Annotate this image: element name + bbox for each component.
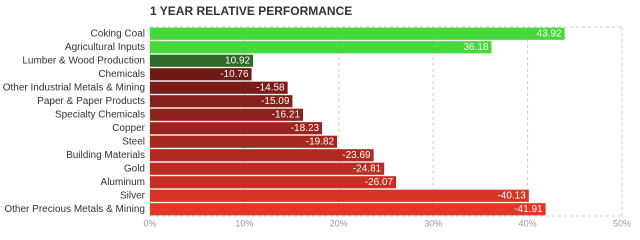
value-label: 10.92: [225, 55, 250, 66]
value-label: -40.13: [497, 190, 526, 201]
bar: [150, 122, 323, 135]
category-label: Other Industrial Metals & Mining: [3, 82, 145, 93]
bar: [150, 203, 546, 216]
category-label: Chemicals: [98, 69, 145, 80]
value-label: -10.76: [220, 69, 249, 80]
bar: [150, 54, 254, 67]
category-label: Lumber & Wood Production: [22, 55, 145, 66]
bar: [150, 68, 252, 81]
bar: [150, 27, 565, 40]
value-label: -16.21: [272, 109, 301, 120]
bar: [150, 81, 288, 94]
value-label: -23.69: [342, 150, 371, 161]
value-label: -41.91: [514, 204, 543, 215]
bar: [150, 135, 338, 148]
bar: [150, 162, 385, 175]
value-label: -24.81: [353, 163, 382, 174]
value-label: -14.58: [256, 82, 285, 93]
value-label: -26.07: [365, 177, 394, 188]
value-label: 36.18: [464, 42, 489, 53]
category-label: Building Materials: [66, 150, 145, 161]
x-tick-label: 0%: [143, 218, 156, 228]
category-label: Paper & Paper Products: [37, 96, 145, 107]
category-label: Silver: [120, 190, 146, 201]
x-tick-label: 20%: [330, 218, 348, 228]
x-tick-label: 10%: [235, 218, 253, 228]
chart-title: 1 YEAR RELATIVE PERFORMANCE: [150, 4, 352, 18]
value-label: 43.92: [537, 28, 562, 39]
category-label: Gold: [124, 163, 145, 174]
bar: [150, 108, 304, 121]
category-label: Other Precious Metals & Mining: [4, 204, 145, 215]
bar: [150, 189, 529, 202]
x-tick-label: 50%: [613, 218, 631, 228]
bar: [150, 95, 293, 108]
category-label: Aluminum: [101, 177, 145, 188]
category-label: Specialty Chemicals: [55, 109, 145, 120]
category-label: Agricultural Inputs: [65, 42, 145, 53]
value-label: -19.82: [306, 136, 335, 147]
bar: [150, 176, 397, 189]
category-label: Steel: [122, 136, 145, 147]
bar: [150, 41, 492, 54]
bar: [150, 149, 374, 162]
category-label: Copper: [112, 123, 145, 134]
chart: 1 YEAR RELATIVE PERFORMANCE 0% 10% 20% 30% 4…: [3, 4, 631, 228]
category-label: Coking Coal: [91, 28, 145, 39]
x-tick-label: 30%: [424, 218, 442, 228]
value-label: -15.09: [261, 96, 290, 107]
value-label: -18.23: [291, 123, 320, 134]
x-tick-label: 40%: [519, 218, 537, 228]
